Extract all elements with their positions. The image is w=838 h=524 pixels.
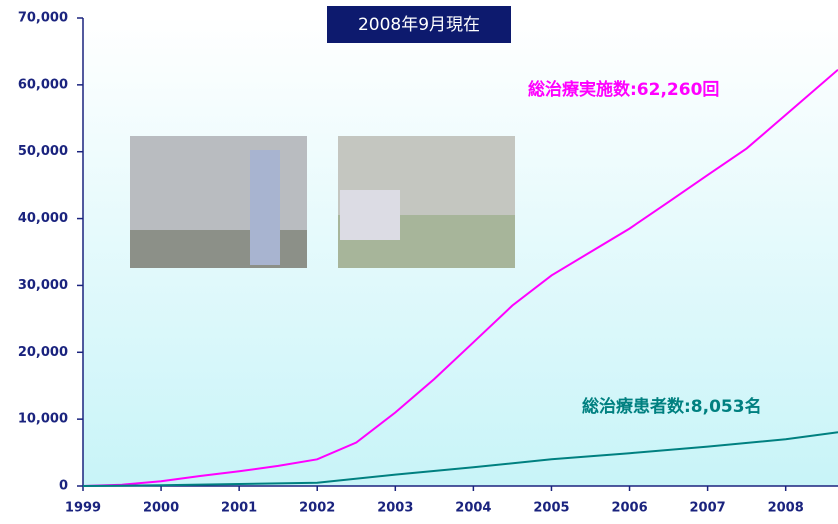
x-tick-label: 2002 [299,501,335,516]
y-tick-label: 0 [59,479,68,494]
date-label: 2008年9月現在 [358,15,480,35]
y-tick-label: 10,000 [18,412,68,427]
y-tick-label: 60,000 [18,77,68,92]
x-tick-label: 2008 [768,501,804,516]
y-tick-label: 30,000 [18,278,68,293]
page: 2008年9月現在 総治療実施数:62,260回 総治療患者数:8,053名 0… [0,0,838,524]
photo [130,136,307,268]
series-label: 総治療実施数:62,260回 [528,79,719,100]
x-tick-label: 2004 [455,501,491,516]
chart: 2008年9月現在 総治療実施数:62,260回 総治療患者数:8,053名 0… [0,0,838,524]
y-tick-label: 50,000 [18,144,68,159]
y-tick-label: 40,000 [18,211,68,226]
y-tick-label: 20,000 [18,345,68,360]
x-tick-label: 2003 [377,501,413,516]
x-tick-label: 2000 [143,501,179,516]
x-tick-label: 1999 [65,501,101,516]
photo [338,136,515,268]
x-tick-label: 2007 [690,501,726,516]
series-label: 総治療患者数:8,053名 [582,396,762,417]
y-tick-label: 70,000 [18,11,68,26]
x-tick-label: 2006 [611,501,647,516]
x-tick-label: 2005 [533,501,569,516]
x-tick-label: 2001 [221,501,257,516]
